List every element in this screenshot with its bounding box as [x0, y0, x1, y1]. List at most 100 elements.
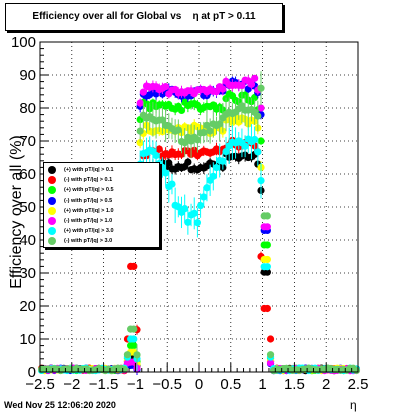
- data-point: [206, 127, 214, 135]
- data-point: [130, 335, 138, 343]
- data-point: [212, 163, 221, 172]
- data-point: [251, 74, 259, 82]
- legend-marker: [48, 166, 56, 175]
- legend-marker: [48, 206, 56, 215]
- legend-label: (-) with pT/|q| > 1.0: [64, 218, 113, 225]
- data-point: [257, 137, 265, 145]
- chart-title: Efficiency over all for Global vs η at p…: [32, 11, 256, 22]
- data-point: [174, 203, 182, 211]
- y-tick-label: 100: [11, 34, 36, 51]
- data-point: [266, 359, 275, 367]
- legend-label: (+) with pT/|q| > 0.1: [64, 167, 114, 174]
- y-tick-label: 50: [19, 199, 36, 216]
- data-point: [247, 80, 256, 88]
- data-point: [216, 120, 224, 128]
- legend-marker: [48, 176, 56, 185]
- x-tick-label: −0.5: [152, 376, 182, 393]
- data-point: [165, 159, 173, 167]
- data-point: [263, 268, 271, 276]
- data-point: [238, 82, 246, 90]
- x-tick-label: −2.5: [25, 376, 55, 393]
- x-tick-label: −2: [63, 376, 80, 393]
- data-point: [263, 304, 271, 313]
- legend-label: (+) with pT/|q| > 0.5: [64, 187, 114, 194]
- data-point: [190, 209, 198, 217]
- data-point: [263, 223, 271, 231]
- data-point: [193, 219, 202, 227]
- data-point: [190, 146, 198, 154]
- data-point: [155, 145, 163, 153]
- x-tick-label: 1.5: [284, 376, 305, 393]
- legend-marker: [48, 227, 56, 236]
- x-axis-label: η: [350, 398, 357, 412]
- legend-label: (-) with pT/|q| > 0.1: [64, 177, 113, 184]
- legend-marker: [48, 186, 56, 195]
- data-point: [177, 106, 186, 115]
- data-point: [219, 157, 227, 165]
- data-point: [174, 126, 182, 134]
- data-point: [257, 84, 265, 92]
- legend-entry: (+) with pT/|q| > 0.5: [48, 185, 159, 195]
- y-tick-label: 90: [19, 67, 36, 84]
- data-point: [123, 351, 132, 359]
- legend-entry: (+) with pT/|q| > 3.0: [48, 226, 159, 236]
- data-point: [222, 147, 230, 156]
- data-point: [181, 139, 189, 147]
- data-point: [130, 325, 138, 333]
- data-point: [152, 151, 160, 160]
- legend-label: (-) with pT/|q| > 3.0: [64, 238, 113, 245]
- legend-entry: (+) with pT/|q| > 1.0: [48, 206, 159, 216]
- data-point: [257, 104, 265, 112]
- timestamp: Wed Nov 25 12:06:20 2020: [4, 400, 116, 410]
- data-point: [266, 335, 275, 343]
- legend-marker: [48, 196, 56, 205]
- legend-label: (+) with pT/|q| > 1.0: [64, 207, 114, 214]
- data-point: [263, 255, 271, 264]
- data-point: [136, 99, 144, 107]
- legend-entry: (+) with pT/|q| > 0.1: [48, 165, 159, 175]
- data-point: [203, 184, 211, 192]
- x-tick-label: 1: [258, 376, 266, 393]
- legend-entry: (-) with pT/|q| > 3.0: [48, 236, 159, 246]
- data-point: [263, 212, 271, 220]
- chart-title-box: Efficiency over all for Global vs η at p…: [5, 3, 283, 31]
- data-point: [241, 142, 249, 150]
- data-point: [263, 263, 271, 271]
- data-point: [158, 163, 167, 171]
- data-point: [263, 241, 271, 249]
- data-point: [251, 135, 259, 144]
- data-point: [266, 351, 275, 359]
- data-point: [193, 136, 202, 144]
- data-point: [162, 169, 170, 177]
- data-point: [254, 112, 262, 120]
- data-point: [196, 201, 205, 210]
- y-tick-label: 20: [19, 298, 36, 315]
- legend-label: (-) with pT/|q| > 0.5: [64, 197, 113, 204]
- x-tick-label: 2: [322, 376, 330, 393]
- legend-marker: [48, 217, 56, 226]
- data-point: [352, 366, 361, 375]
- y-tick-label: 0: [28, 364, 36, 381]
- x-tick-label: −1.5: [89, 376, 119, 393]
- data-point: [130, 262, 138, 270]
- data-point: [200, 128, 208, 137]
- y-tick-label: 30: [19, 265, 36, 282]
- legend-entry: (-) with pT/|q| > 0.1: [48, 175, 159, 185]
- data-point: [168, 180, 176, 188]
- legend: (+) with pT/|q| > 0.1 (-) with pT/|q| > 0…: [43, 162, 160, 248]
- data-point: [184, 158, 192, 166]
- y-tick-label: 80: [19, 100, 36, 117]
- legend-label: (+) with pT/|q| > 3.0: [64, 228, 114, 235]
- axes: −2.5 −2 −1.5 −1 −0.5 0 0.5 1 1.5 2 2.5 0 10 20 30 40 50 6…: [11, 34, 368, 393]
- data-point: [257, 177, 265, 185]
- data-point: [162, 83, 170, 91]
- data-point: [158, 116, 167, 124]
- data-point: [133, 351, 141, 359]
- x-tick-label: 0: [195, 376, 203, 393]
- data-point: [219, 85, 227, 93]
- data-point: [254, 148, 262, 156]
- data-point: [136, 139, 144, 147]
- legend-entry: (-) with pT/|q| > 0.5: [48, 196, 159, 206]
- data-point: [209, 172, 217, 180]
